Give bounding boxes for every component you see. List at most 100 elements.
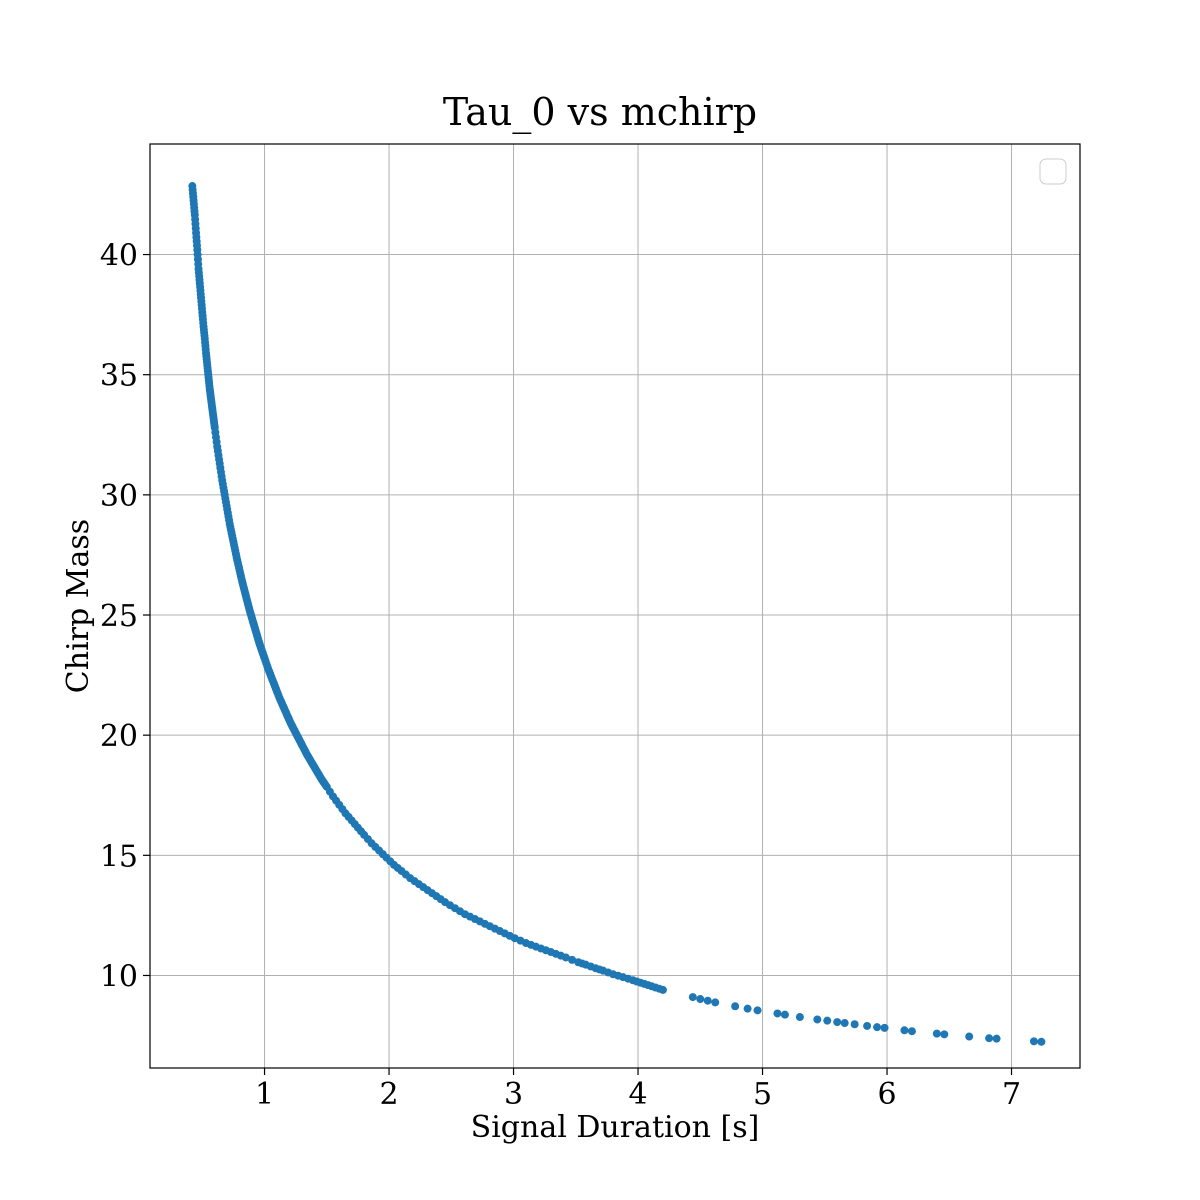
scatter-point (556, 951, 565, 960)
scatter-point (813, 1015, 822, 1024)
scatter-point (196, 290, 205, 299)
legend-box (1039, 158, 1067, 185)
scatter-point (655, 984, 664, 993)
scatter-point (401, 870, 410, 879)
scatter-point (526, 940, 535, 949)
scatter-point (363, 835, 372, 844)
scatter-point (965, 1032, 974, 1041)
scatter-point (780, 1010, 789, 1019)
scatter-point (344, 812, 353, 821)
scatter-point (516, 936, 525, 945)
chart-title: Tau_0 vs mchirp (443, 90, 757, 135)
scatter-point (212, 437, 221, 446)
y-tick-label: 30 (100, 479, 138, 514)
scatter-point (192, 241, 201, 250)
scatter-point (900, 1026, 909, 1035)
scatter-point (200, 331, 209, 340)
scatter-point (703, 996, 712, 1005)
scatter-point (823, 1016, 832, 1025)
scatter-point (595, 965, 604, 974)
scatter-point (210, 421, 219, 430)
x-tick-label: 4 (628, 1077, 647, 1112)
scatter-point (992, 1034, 1001, 1043)
scatter-point (393, 863, 402, 872)
scatter-point (863, 1021, 872, 1030)
scatter-point (191, 224, 200, 233)
y-tick-label: 40 (100, 239, 138, 274)
scatter-point (357, 827, 366, 836)
scatter-point (215, 455, 224, 464)
scatter-point (456, 907, 464, 916)
y-tick-label: 25 (100, 599, 138, 634)
grid (150, 144, 1080, 1068)
scatter-point (202, 358, 211, 367)
y-tick-label: 10 (100, 959, 138, 994)
scatter-point (197, 304, 206, 313)
x-tick-label: 7 (1002, 1077, 1021, 1112)
scatter-point (199, 319, 208, 328)
scatter-point (632, 977, 641, 986)
scatter-point (230, 540, 239, 549)
scatter-point (1029, 1037, 1038, 1046)
scatter-point (225, 516, 234, 525)
scatter-point (624, 974, 633, 983)
scatter-point (332, 796, 341, 805)
scatter-point (227, 528, 236, 537)
scatter-point (640, 979, 649, 988)
x-tick-label: 5 (753, 1077, 772, 1112)
scatter-point (350, 820, 359, 829)
scatter-point (873, 1023, 882, 1032)
scatter-point (696, 995, 705, 1004)
scatter-point (195, 275, 204, 284)
scatter-point (371, 842, 380, 851)
scatter-point (880, 1023, 889, 1032)
scatter-point (386, 857, 395, 866)
scatter-point (436, 895, 445, 904)
scatter-point (647, 982, 656, 991)
axes-frame (149, 143, 1081, 1069)
y-tick-label: 35 (100, 359, 138, 394)
scatter-point (586, 962, 595, 971)
scatter-point (321, 781, 330, 790)
scatter-point (446, 901, 455, 910)
scatter-point (378, 850, 387, 859)
scatter-point (907, 1027, 916, 1036)
scatter-point (189, 192, 198, 201)
x-tick-label: 3 (504, 1077, 523, 1112)
scatter-point (536, 944, 545, 953)
scatter-point (850, 1020, 859, 1029)
x-tick-label: 2 (379, 1077, 398, 1112)
scatter-point (204, 370, 213, 379)
scatter-point (222, 501, 231, 510)
x-axis-label: Signal Duration [s] (471, 1110, 760, 1145)
scatter-point (604, 968, 613, 977)
scatter-point (932, 1029, 941, 1038)
scatter-point (410, 877, 419, 886)
scatter-point (731, 1002, 740, 1011)
scatter-point (338, 805, 347, 814)
scatter-point (1037, 1037, 1046, 1046)
scatter-point (505, 931, 514, 940)
scatter-point (711, 998, 720, 1007)
x-tick-label: 6 (877, 1077, 896, 1112)
scatter-point (795, 1013, 804, 1022)
scatter-point (419, 883, 428, 892)
scatter-point (688, 993, 697, 1002)
scatter-point (578, 959, 587, 968)
scatter-points (188, 182, 1046, 1046)
y-tick-label: 15 (100, 839, 138, 874)
scatter-point (833, 1018, 842, 1027)
scatter-point (495, 927, 504, 936)
scatter-point (840, 1019, 849, 1028)
scatter-point (465, 912, 474, 921)
scatter-point (190, 207, 199, 216)
scatter-point (568, 955, 577, 964)
y-tick-label: 20 (100, 719, 138, 754)
scatter-point (614, 971, 623, 980)
scatter-point (743, 1004, 752, 1013)
scatter-point (325, 787, 334, 796)
y-axis-label: Chirp Mass (61, 519, 96, 693)
scatter-point (985, 1034, 994, 1043)
x-tick-label: 1 (255, 1077, 274, 1112)
